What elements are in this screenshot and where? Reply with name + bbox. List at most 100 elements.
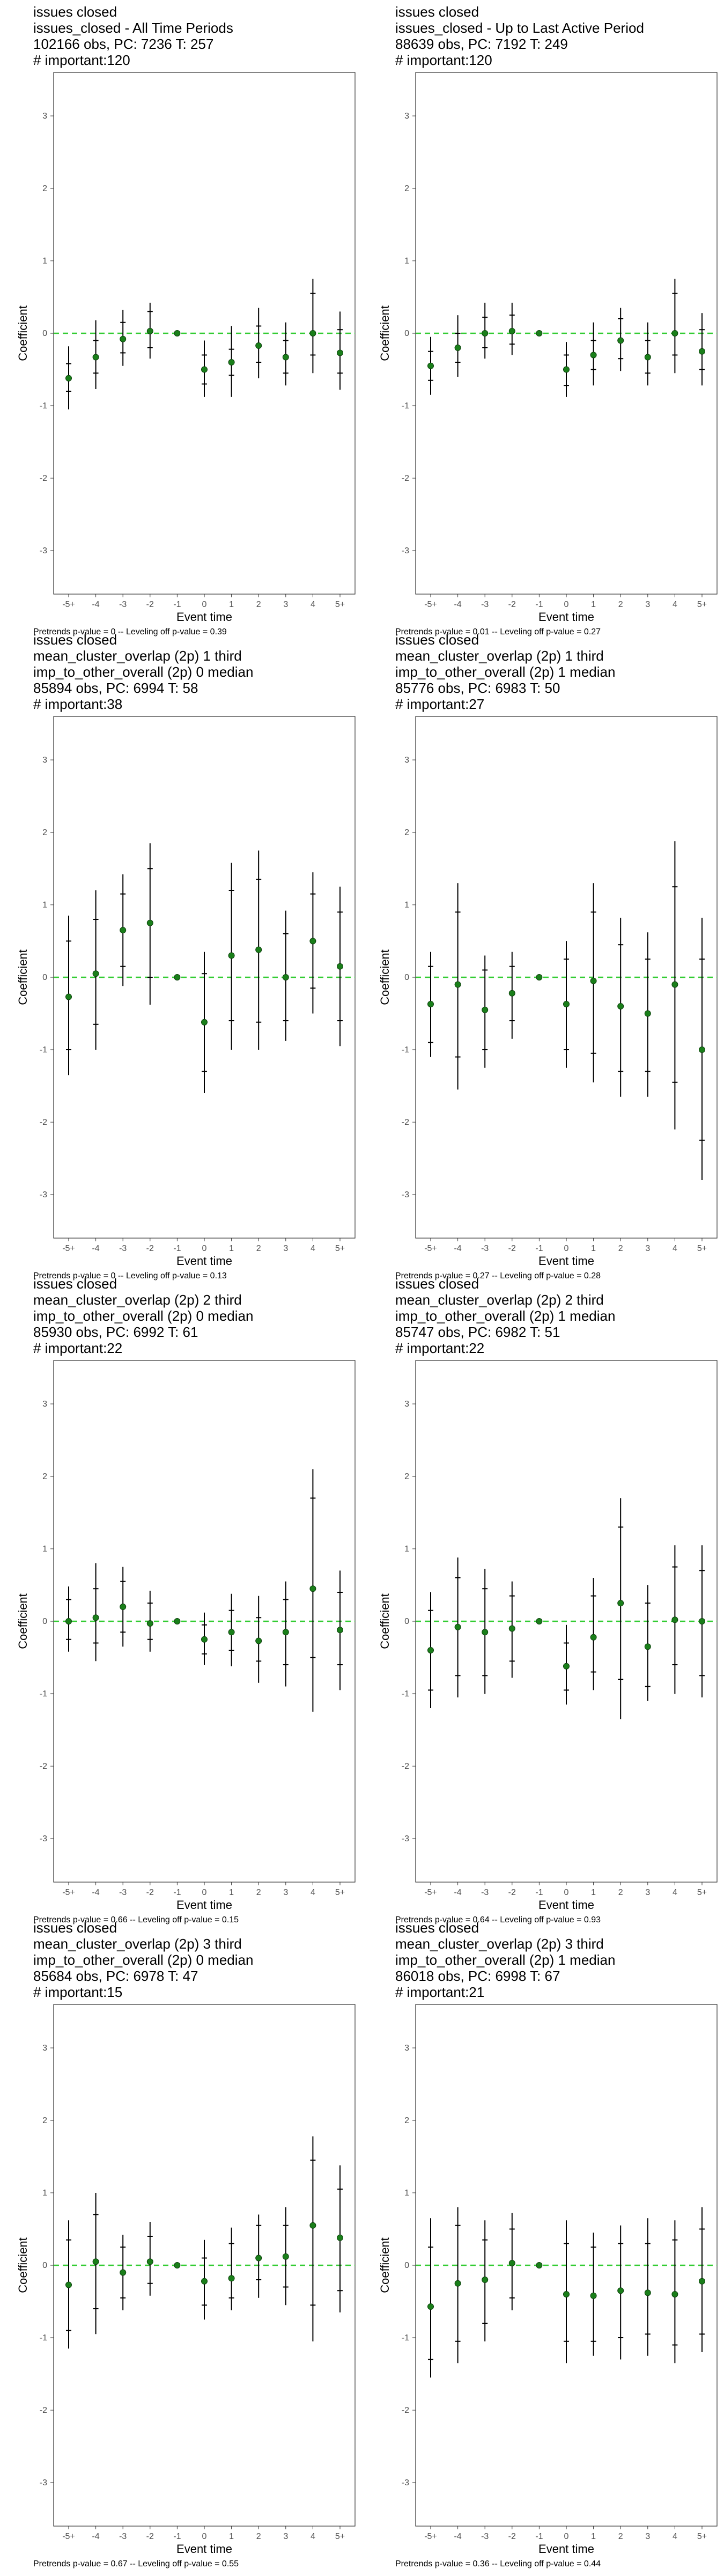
x-tick-label: -4: [454, 1244, 461, 1253]
x-tick-label: 5+: [335, 2532, 345, 2541]
chart-title: issues closed issues_closed - All Time Pe…: [33, 4, 233, 68]
chart-panel: issues closed mean_cluster_overlap (2p) 1…: [0, 632, 356, 1288]
point-estimate: [427, 1000, 434, 1007]
x-tick-label: 1: [229, 1888, 234, 1897]
x-tick-label: 4: [673, 1888, 677, 1897]
point-estimate: [255, 946, 262, 953]
chart-title: issues closed mean_cluster_overlap (2p) 2…: [395, 1276, 615, 1356]
y-tick-label: -3: [402, 2478, 409, 2487]
y-tick-label: -2: [402, 2406, 409, 2415]
point-estimate: [228, 952, 235, 959]
point-estimate: [337, 1627, 343, 1634]
point-estimate: [482, 1629, 489, 1636]
y-tick-label: 0: [42, 1617, 47, 1626]
chart-title-line: 102166 obs, PC: 7236 T: 257: [33, 36, 214, 52]
point-estimate: [563, 2291, 570, 2297]
chart-svg: -3 -2 -1 0 1 2 3 -5+ -4 -3 -2 -1 0 1 2 3 4 5+ Coefficient E…: [16, 1360, 356, 1912]
point-estimate: [174, 974, 181, 980]
point-estimate: [174, 1618, 181, 1624]
y-tick-label: 1: [42, 1545, 47, 1554]
y-tick-label: 2: [404, 1472, 409, 1481]
x-tick-label: 5+: [697, 1244, 707, 1253]
chart-title-line: imp_to_other_overall (2p) 1 median: [395, 1952, 616, 1968]
point-estimate: [482, 2277, 489, 2283]
chart-title-line: 88639 obs, PC: 7192 T: 249: [395, 36, 568, 52]
p-value-footnote: Pretrends p-value = 0.64 -- Leveling off…: [395, 1915, 601, 1924]
x-tick-label: -3: [119, 1888, 127, 1897]
chart-title-line: imp_to_other_overall (2p) 0 median: [33, 1952, 254, 1968]
point-estimate: [699, 348, 705, 355]
point-estimate: [65, 2281, 72, 2288]
point-estimate: [120, 335, 127, 342]
point-estimate: [255, 1637, 262, 1644]
y-tick-label: -3: [402, 546, 409, 555]
chart-panel: issues closed mean_cluster_overlap (2p) 1…: [362, 632, 718, 1288]
point-estimate: [482, 1006, 489, 1013]
x-axis-label: Event time: [176, 610, 232, 624]
x-tick-label: 1: [229, 1244, 234, 1253]
point-estimate: [508, 2259, 515, 2266]
y-tick-label: -1: [402, 1689, 409, 1699]
p-value-footnote: Pretrends p-value = 0.01 -- Leveling off…: [395, 627, 601, 636]
point-estimate: [617, 1003, 624, 1009]
p-value-footnote: Pretrends p-value = 0.36 -- Leveling off…: [395, 2559, 601, 2568]
x-tick-label: -1: [535, 2532, 543, 2541]
point-estimate: [201, 366, 208, 373]
chart-title: issues closed issues_closed - Up to Last …: [395, 4, 644, 68]
y-tick-label: 0: [404, 973, 409, 982]
x-tick-label: -4: [454, 600, 461, 609]
chart-title-line: # important:38: [33, 696, 123, 712]
chart-title: issues closed mean_cluster_overlap (2p) 1…: [33, 632, 253, 712]
x-tick-label: 5+: [335, 1244, 345, 1253]
x-tick-label: -2: [146, 600, 154, 609]
chart-title-line: 85894 obs, PC: 6994 T: 58: [33, 680, 198, 696]
chart-panel: issues closed mean_cluster_overlap (2p) 2…: [0, 1276, 356, 1932]
y-tick-label: -1: [40, 1045, 47, 1055]
x-axis-label: Event time: [538, 1898, 594, 1912]
y-axis-label: Coefficient: [16, 2237, 29, 2293]
chart-title-line: issues closed: [395, 1920, 479, 1936]
point-estimate: [201, 1636, 208, 1643]
point-estimate: [427, 1647, 434, 1653]
x-tick-label: 2: [618, 1244, 623, 1253]
y-tick-label: -1: [40, 2333, 47, 2343]
x-tick-label: -4: [454, 1888, 461, 1897]
y-tick-label: 1: [404, 2189, 409, 2198]
x-tick-label: 3: [283, 2532, 288, 2541]
chart-svg: -3 -2 -1 0 1 2 3 -5+ -4 -3 -2 -1 0 1 2 3 4 5+ Coefficient E…: [16, 2004, 356, 2556]
chart-panel: issues closed mean_cluster_overlap (2p) 3…: [0, 1920, 356, 2576]
point-estimate: [508, 990, 515, 997]
y-tick-label: 0: [404, 1617, 409, 1626]
y-tick-label: -1: [40, 1689, 47, 1699]
point-estimate: [282, 1629, 289, 1636]
chart-title-line: 85747 obs, PC: 6982 T: 51: [395, 1324, 560, 1340]
y-tick-label: 3: [404, 112, 409, 121]
x-tick-label: 3: [645, 600, 650, 609]
p-value-footnote: Pretrends p-value = 0 -- Leveling off p-…: [33, 1271, 227, 1280]
chart-title: issues closed mean_cluster_overlap (2p) 2…: [33, 1276, 253, 1356]
x-tick-label: 0: [564, 1888, 569, 1897]
chart-title-line: # important:120: [395, 52, 492, 68]
y-tick-label: -2: [40, 2406, 47, 2415]
point-estimate: [65, 1618, 72, 1624]
chart-title-line: issues closed: [33, 1920, 117, 1936]
chart-title-line: 85930 obs, PC: 6992 T: 61: [33, 1324, 198, 1340]
chart-title-line: issues closed: [33, 1276, 117, 1292]
y-tick-label: 0: [42, 973, 47, 982]
x-tick-label: -1: [535, 1244, 543, 1253]
y-tick-label: -1: [402, 401, 409, 411]
x-tick-label: 4: [673, 1244, 677, 1253]
x-tick-label: -2: [508, 1888, 516, 1897]
point-estimate: [454, 1623, 461, 1630]
point-estimate: [590, 352, 597, 358]
x-tick-label: 4: [311, 2532, 315, 2541]
y-tick-label: 3: [42, 756, 47, 765]
x-tick-label: 2: [618, 600, 623, 609]
x-tick-label: 3: [283, 600, 288, 609]
chart-title-line: # important:15: [33, 1984, 123, 2000]
point-estimate: [228, 1629, 235, 1636]
y-tick-label: -3: [40, 1190, 47, 1199]
x-tick-label: -3: [119, 1244, 127, 1253]
y-tick-label: -3: [402, 1190, 409, 1199]
y-tick-label: 3: [42, 112, 47, 121]
